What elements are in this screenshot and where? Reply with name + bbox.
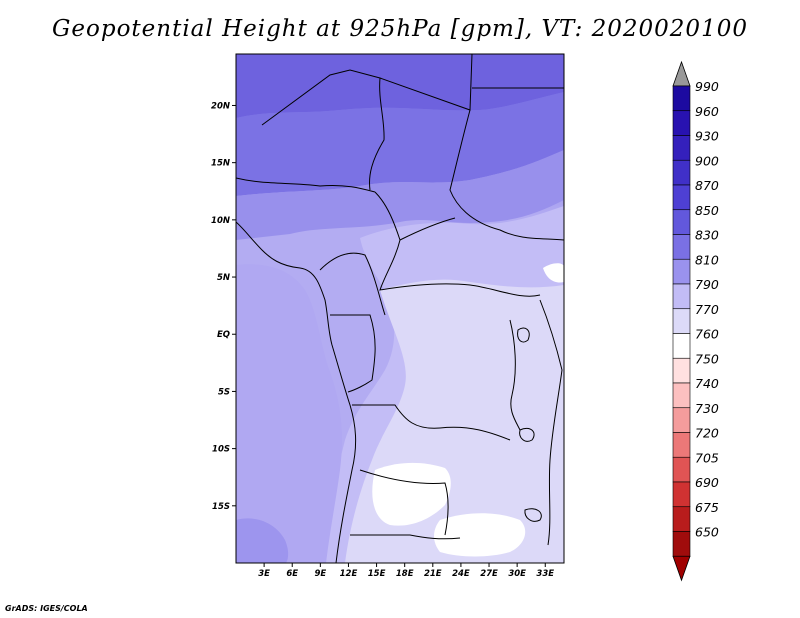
coastlines-borders: [236, 54, 564, 563]
colorbar-extend-bottom: [672, 555, 691, 582]
colorbar-swatch: [672, 159, 691, 186]
ocean-810: [236, 264, 342, 563]
contour-fill-830: [236, 150, 564, 240]
colorbar-label: 960: [695, 104, 719, 119]
colorbar-label: 990: [695, 79, 719, 94]
colorbar-swatch: [672, 333, 691, 359]
x-tick-label: 27E: [480, 569, 498, 579]
credit-label: GrADS: IGES/COLA: [5, 604, 88, 613]
map-frame: [235, 53, 565, 564]
border-east-coast: [539, 299, 563, 546]
colorbar-swatch: [672, 407, 691, 433]
x-tick-label: 15E: [368, 569, 386, 579]
y-tick-label: 5S: [218, 387, 230, 397]
border-central-4: [330, 314, 376, 393]
border-sahara-1: [261, 54, 473, 126]
colorbar-label: 930: [695, 129, 719, 144]
lake-outline-1: [517, 327, 530, 343]
x-tick-label: 3E: [258, 569, 270, 579]
colorbar-label: 675: [695, 500, 719, 515]
west-coastline: [236, 221, 357, 563]
x-tick-label: 18E: [396, 569, 414, 579]
colorbar-label: 650: [695, 525, 719, 540]
colorbar-label: 690: [695, 475, 719, 490]
x-tick-label: 33E: [536, 569, 554, 579]
colorbar-swatch: [672, 506, 691, 532]
y-axis-ticks: 20N 15N 10N 5N EQ 5S 10S 15S: [211, 101, 236, 512]
colorbar-swatch: [672, 135, 691, 161]
lake-outline-3: [524, 508, 542, 522]
colorbar-label: 830: [695, 228, 719, 243]
border-central-3: [319, 252, 386, 316]
colorbar-swatch: [672, 234, 691, 260]
colorbar-swatch: [672, 432, 691, 458]
colorbar-label: 870: [695, 178, 719, 193]
colorbar-extend-top: [672, 60, 691, 87]
y-tick-label: 15N: [211, 159, 230, 169]
colorbar-label: 760: [695, 327, 719, 342]
contour-fill-870: [236, 54, 564, 118]
colorbar-label: 730: [695, 401, 719, 416]
colorbar: 990 960 930 900 870 850 830 810 790 770 760 750 740 7…: [672, 60, 719, 582]
colorbar-label: 705: [695, 450, 719, 465]
y-tick-label: EQ: [217, 330, 230, 340]
border-sahara-2: [369, 77, 385, 191]
y-tick-label: 15S: [212, 502, 230, 512]
colorbar-label: 810: [695, 252, 719, 267]
x-axis-ticks: 3E 6E 9E 12E 15E 18E 21E 24E 27E 30E 33E: [258, 563, 554, 579]
x-tick-label: 24E: [452, 569, 470, 579]
colorbar-swatch: [672, 283, 691, 310]
x-tick-label: 30E: [508, 569, 526, 579]
colorbar-label: 770: [695, 302, 719, 317]
colorbar-swatch: [672, 481, 691, 508]
chart-title: Geopotential Height at 925hPa [gpm], VT:…: [52, 16, 748, 42]
y-tick-label: 10N: [211, 216, 230, 226]
colorbar-label: 900: [695, 153, 719, 168]
lake-outline-2: [519, 427, 535, 442]
colorbar-swatch: [672, 357, 691, 384]
y-tick-label: 10S: [212, 445, 230, 455]
contour-fill-760-c: [543, 263, 564, 283]
contour-fill-760-b: [434, 513, 526, 557]
colorbar-swatch: [672, 531, 691, 557]
x-tick-label: 6E: [286, 569, 298, 579]
colorbar-swatch: [672, 110, 691, 136]
border-south-2: [359, 469, 449, 536]
colorbar-label: 850: [695, 203, 719, 218]
border-lakes: [509, 319, 521, 431]
border-sahel-1: [236, 177, 376, 193]
x-tick-label: 21E: [424, 569, 442, 579]
colorbar-label: 750: [695, 351, 719, 366]
border-south-3: [350, 534, 461, 540]
contour-fill-850: [236, 92, 564, 196]
colorbar-label: 790: [695, 277, 719, 292]
colorbar-swatch: [672, 456, 691, 483]
x-tick-label: 12E: [340, 569, 358, 579]
border-east-2: [449, 109, 564, 241]
colorbar-swatch: [672, 85, 691, 112]
x-tick-label: 9E: [314, 569, 326, 579]
colorbar-label: 740: [695, 376, 719, 391]
y-tick-label: 20N: [211, 101, 230, 111]
y-tick-label: 5N: [217, 273, 230, 283]
colorbar-label: 720: [695, 426, 719, 441]
colorbar-swatch: [672, 258, 691, 285]
map-panel: [236, 54, 564, 563]
colorbar-swatch: [672, 209, 691, 235]
colorbar-swatch: [672, 308, 691, 334]
colorbar-swatch: [672, 184, 691, 211]
border-central-2: [379, 239, 541, 297]
colorbar-swatch: [672, 382, 691, 409]
border-south-1: [352, 404, 511, 441]
ocean-830-sw: [236, 518, 289, 563]
